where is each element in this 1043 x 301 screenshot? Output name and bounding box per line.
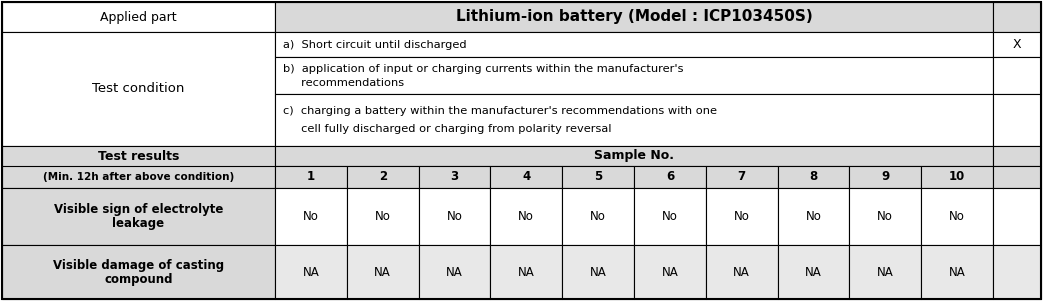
Text: Applied part: Applied part	[100, 11, 177, 23]
Bar	[849, 245, 921, 299]
Bar	[993, 166, 1041, 188]
Text: NA: NA	[302, 265, 319, 278]
Bar	[993, 146, 1041, 166]
Text: No: No	[518, 210, 534, 223]
Bar	[778, 188, 849, 245]
Bar	[778, 166, 849, 188]
Text: NA: NA	[589, 265, 606, 278]
Bar	[993, 57, 1041, 94]
Text: 7: 7	[737, 170, 746, 184]
Text: 6: 6	[665, 170, 674, 184]
Text: leakage: leakage	[113, 217, 165, 230]
Text: 1: 1	[307, 170, 315, 184]
Text: NA: NA	[949, 265, 966, 278]
Bar	[418, 188, 490, 245]
Bar	[993, 188, 1041, 245]
Bar	[275, 146, 993, 166]
Text: 5: 5	[593, 170, 602, 184]
Text: NA: NA	[374, 265, 391, 278]
Text: cell fully discharged or charging from polarity reversal: cell fully discharged or charging from p…	[283, 124, 611, 134]
Text: No: No	[590, 210, 606, 223]
Bar	[2, 32, 275, 146]
Bar	[275, 188, 347, 245]
Text: 3: 3	[451, 170, 459, 184]
Text: No: No	[374, 210, 391, 223]
Bar	[2, 245, 275, 299]
Bar	[275, 2, 993, 32]
Bar	[706, 188, 778, 245]
Bar	[275, 166, 347, 188]
Bar	[921, 166, 993, 188]
Text: 10: 10	[949, 170, 965, 184]
Bar	[490, 245, 562, 299]
Bar	[275, 94, 993, 146]
Bar	[490, 188, 562, 245]
Text: NA: NA	[733, 265, 750, 278]
Bar	[347, 188, 418, 245]
Text: X: X	[1013, 38, 1021, 51]
Text: No: No	[662, 210, 678, 223]
Bar	[634, 245, 706, 299]
Text: No: No	[302, 210, 319, 223]
Text: a)  Short circuit until discharged: a) Short circuit until discharged	[283, 39, 466, 49]
Bar	[706, 166, 778, 188]
Text: (Min. 12h after above condition): (Min. 12h after above condition)	[43, 172, 234, 182]
Bar	[418, 245, 490, 299]
Text: NA: NA	[518, 265, 535, 278]
Bar	[849, 188, 921, 245]
Bar	[2, 188, 275, 245]
Bar	[562, 245, 634, 299]
Bar	[490, 166, 562, 188]
Bar	[993, 32, 1041, 57]
Bar	[275, 32, 993, 57]
Bar	[993, 94, 1041, 146]
Bar	[849, 166, 921, 188]
Text: Test condition: Test condition	[93, 82, 185, 95]
Text: b)  application of input or charging currents within the manufacturer's: b) application of input or charging curr…	[283, 64, 683, 73]
Bar	[2, 2, 275, 32]
Bar	[418, 166, 490, 188]
Bar	[921, 245, 993, 299]
Text: NA: NA	[877, 265, 894, 278]
Text: 4: 4	[523, 170, 531, 184]
Text: 2: 2	[379, 170, 387, 184]
Text: No: No	[805, 210, 822, 223]
Bar	[562, 166, 634, 188]
Text: Test results: Test results	[98, 150, 179, 163]
Text: c)  charging a battery within the manufacturer's recommendations with one: c) charging a battery within the manufac…	[283, 106, 717, 116]
Text: NA: NA	[446, 265, 463, 278]
Bar	[993, 2, 1041, 32]
Bar	[921, 188, 993, 245]
Bar	[778, 245, 849, 299]
Text: No: No	[949, 210, 965, 223]
Text: recommendations: recommendations	[283, 77, 404, 88]
Text: No: No	[734, 210, 750, 223]
Bar	[706, 245, 778, 299]
Bar	[993, 245, 1041, 299]
Text: NA: NA	[661, 265, 678, 278]
Text: Visible sign of electrolyte: Visible sign of electrolyte	[54, 203, 223, 216]
Bar	[275, 57, 993, 94]
Bar	[275, 245, 347, 299]
Text: 8: 8	[809, 170, 818, 184]
Text: Lithium-ion battery (Model : ICP103450S): Lithium-ion battery (Model : ICP103450S)	[456, 10, 812, 24]
Bar	[562, 188, 634, 245]
Text: No: No	[877, 210, 893, 223]
Text: Visible damage of casting: Visible damage of casting	[53, 259, 224, 272]
Text: 9: 9	[881, 170, 890, 184]
Bar	[347, 245, 418, 299]
Bar	[634, 166, 706, 188]
Text: NA: NA	[805, 265, 822, 278]
Bar	[347, 166, 418, 188]
Text: No: No	[446, 210, 462, 223]
Text: Sample No.: Sample No.	[595, 150, 674, 163]
Bar	[634, 188, 706, 245]
Text: compound: compound	[104, 272, 173, 286]
Bar	[2, 146, 275, 188]
